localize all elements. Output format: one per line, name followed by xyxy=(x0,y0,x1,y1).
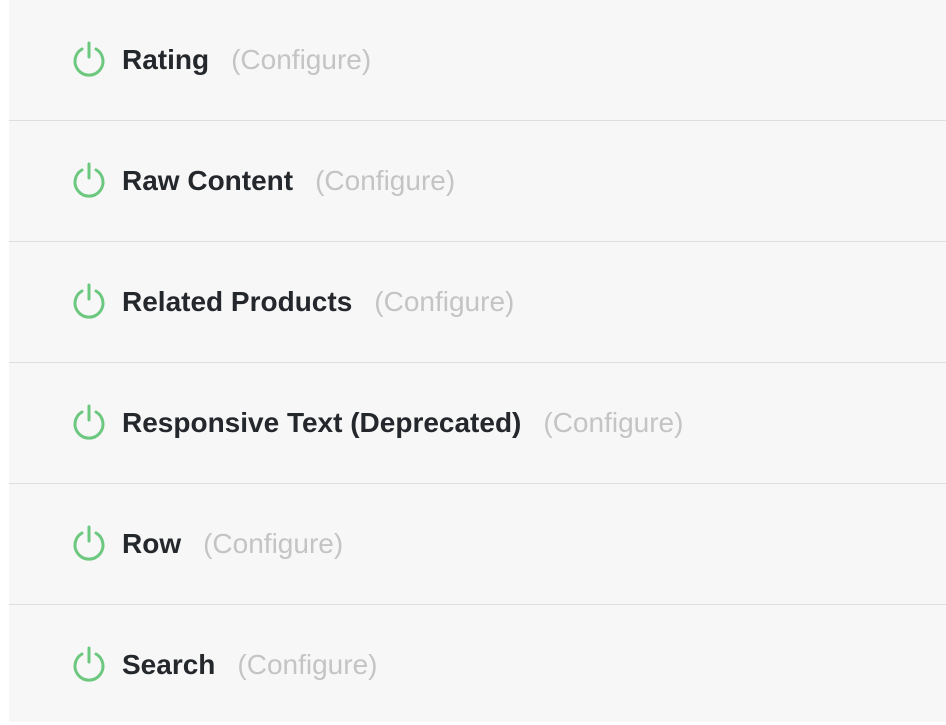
list-item-raw-content: Raw Content (Configure) xyxy=(9,121,946,242)
item-name: Raw Content xyxy=(122,165,294,196)
power-icon[interactable] xyxy=(70,161,108,199)
configure-link[interactable]: (Configure) xyxy=(374,286,515,317)
list-item-responsive-text-deprecated: Responsive Text (Deprecated) (Configure) xyxy=(9,363,946,484)
power-icon[interactable] xyxy=(70,645,108,683)
configure-link[interactable]: (Configure) xyxy=(231,44,372,75)
list-item-related-products: Related Products (Configure) xyxy=(9,242,946,363)
power-icon[interactable] xyxy=(70,403,108,441)
power-icon[interactable] xyxy=(70,282,108,320)
component-list: Rating (Configure) Raw Content (Configur… xyxy=(9,0,946,722)
configure-link[interactable]: (Configure) xyxy=(237,649,378,680)
item-name: Row xyxy=(122,528,182,559)
list-item-search: Search (Configure) xyxy=(9,605,946,725)
list-item-rating: Rating (Configure) xyxy=(9,0,946,121)
power-icon[interactable] xyxy=(70,524,108,562)
item-name: Rating xyxy=(122,44,210,75)
list-item-row: Row (Configure) xyxy=(9,484,946,605)
configure-link[interactable]: (Configure) xyxy=(315,165,456,196)
configure-link[interactable]: (Configure) xyxy=(203,528,344,559)
item-name: Related Products xyxy=(122,286,353,317)
power-icon[interactable] xyxy=(70,40,108,78)
configure-link[interactable]: (Configure) xyxy=(543,407,684,438)
item-name: Search xyxy=(122,649,216,680)
item-name: Responsive Text (Deprecated) xyxy=(122,407,522,438)
